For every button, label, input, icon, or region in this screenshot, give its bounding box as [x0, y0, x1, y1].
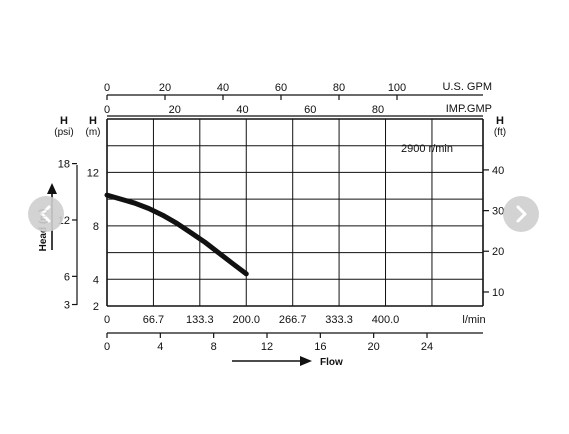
flow-lmin-tick-label: 0 [104, 314, 110, 326]
us-gpm-tick-label: 80 [333, 82, 345, 94]
h-ft-axis-unit: (ft) [494, 127, 506, 138]
performance-curve [104, 192, 249, 277]
previous-image-button[interactable] [28, 196, 64, 232]
imp-gpm-tick-label: 60 [304, 104, 316, 116]
flow-lmin-tick-label: 333.3 [325, 314, 353, 326]
flow-tick-label: 8 [211, 341, 217, 353]
speed-label: 2900 r/min [401, 143, 453, 155]
flow-arrow-head [300, 356, 312, 366]
flow-lmin-tick-label: 133.3 [186, 314, 214, 326]
h-ft-tick-label: 10 [492, 287, 504, 299]
h-m-tick-label: 4 [93, 274, 99, 286]
h-ft-axis-title: H [496, 115, 504, 127]
us-gpm-tick-label: 40 [217, 82, 229, 94]
h-psi-tick-label: 6 [64, 271, 70, 283]
chevron-right-icon [516, 205, 527, 223]
imp-gpm-tick-label: 40 [236, 104, 248, 116]
h-psi-axis-unit: (psi) [54, 127, 73, 138]
h-psi-axis-title: H [60, 115, 68, 127]
flow-lmin-tick-label: 200.0 [232, 314, 260, 326]
h-ft-tick-label: 40 [492, 165, 504, 177]
imp-gpm-tick-label: 0 [104, 104, 110, 116]
h-ft-tick-label: 30 [492, 206, 504, 218]
flow-lmin-tick-label: 400.0 [372, 314, 400, 326]
flow-tick-label: 24 [421, 341, 433, 353]
h-m-tick-label: 8 [93, 221, 99, 233]
us-gpm-tick-label: 20 [159, 82, 171, 94]
h-m-tick-label: 2 [93, 301, 99, 313]
h-m-tick-label: 12 [87, 167, 99, 179]
flow-tick-label: 0 [104, 341, 110, 353]
h-m-axis-unit: (m) [86, 127, 101, 138]
imp-gpm-tick-label: 80 [372, 104, 384, 116]
us-gpm-tick-label: 60 [275, 82, 287, 94]
next-image-button[interactable] [503, 196, 539, 232]
chevron-left-icon [40, 205, 51, 223]
flow-tick-label: 4 [157, 341, 163, 353]
head-arrow-head [47, 183, 57, 194]
h-psi-tick-label: 18 [58, 159, 70, 171]
imp-gpm-tick-label: 20 [169, 104, 181, 116]
flow-lmin-tick-label: 266.7 [279, 314, 307, 326]
flow-lmin-tick-label: 66.7 [143, 314, 164, 326]
flow-tick-label: 12 [261, 341, 273, 353]
imp-gpm-axis-label: IMP.GMP [446, 103, 492, 115]
flow-tick-label: 16 [314, 341, 326, 353]
us-gpm-tick-label: 0 [104, 82, 110, 94]
us-gpm-axis-label: U.S. GPM [442, 81, 492, 93]
flow-tick-label: 20 [368, 341, 380, 353]
h-ft-tick-label: 20 [492, 246, 504, 258]
us-gpm-tick-label: 100 [388, 82, 406, 94]
flow-axis-label: Flow [320, 357, 343, 368]
h-m-axis-title: H [89, 115, 97, 127]
flow-lmin-unit: l/min [462, 314, 485, 326]
h-psi-tick-label: 3 [64, 300, 70, 312]
